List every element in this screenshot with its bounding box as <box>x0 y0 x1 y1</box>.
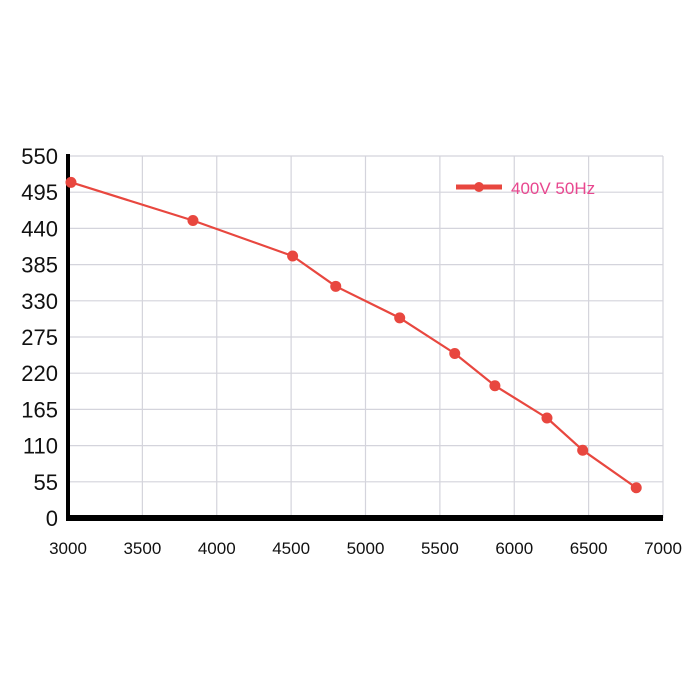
y-tick-label: 275 <box>21 325 58 350</box>
data-point <box>489 380 501 392</box>
legend-label: 400V 50Hz <box>511 179 595 198</box>
y-tick-label: 495 <box>21 180 58 205</box>
y-tick-label: 0 <box>46 506 58 531</box>
x-axis-ticks: 3000 3500 4000 4500 5000 5500 6000 6500 7000 <box>49 539 682 558</box>
x-tick-label: 4000 <box>198 539 236 558</box>
y-tick-label: 550 <box>21 144 58 169</box>
data-point <box>541 412 553 424</box>
y-tick-label: 55 <box>34 470 58 495</box>
data-point <box>65 176 77 188</box>
x-tick-label: 5500 <box>421 539 459 558</box>
x-tick-label: 3500 <box>123 539 161 558</box>
x-tick-label: 6500 <box>570 539 608 558</box>
x-tick-label: 6000 <box>495 539 533 558</box>
y-tick-label: 165 <box>21 397 58 422</box>
series-layer <box>65 176 642 494</box>
data-point <box>449 347 461 359</box>
y-tick-label: 330 <box>21 289 58 314</box>
x-tick-label: 3000 <box>49 539 87 558</box>
data-point <box>287 250 299 262</box>
series-line <box>70 181 637 489</box>
legend-swatch-marker <box>474 182 484 192</box>
y-tick-label: 440 <box>21 216 58 241</box>
data-point <box>630 482 642 494</box>
y-tick-label: 110 <box>23 434 58 459</box>
legend: 400V 50Hz <box>456 179 595 198</box>
x-tick-label: 7000 <box>644 539 682 558</box>
axes <box>66 154 663 521</box>
x-tick-label: 5000 <box>347 539 385 558</box>
y-tick-label: 385 <box>21 253 58 278</box>
data-point <box>330 280 342 292</box>
x-tick-label: 4500 <box>272 539 310 558</box>
data-point <box>577 444 589 456</box>
data-point <box>394 312 406 324</box>
y-tick-label: 220 <box>21 361 58 386</box>
data-point <box>187 215 199 227</box>
